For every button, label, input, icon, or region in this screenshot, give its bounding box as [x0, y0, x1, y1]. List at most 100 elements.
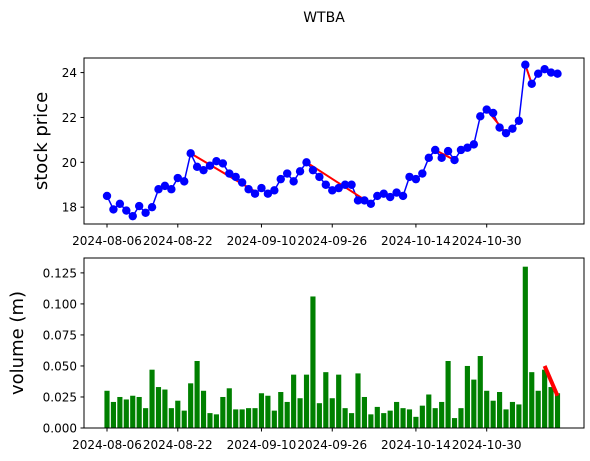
- price-point: [533, 69, 543, 78]
- price-point: [443, 146, 453, 156]
- price-point: [212, 156, 221, 166]
- volume-bar: [342, 408, 348, 428]
- price-point: [450, 155, 459, 165]
- volume-bar: [355, 373, 361, 428]
- price-point: [154, 185, 163, 194]
- price-point: [109, 205, 118, 214]
- volume-trend-segment: [542, 365, 560, 397]
- volume-y-ticks: 0.000 0.025 0.050 0.075 0.100 0.125: [43, 266, 84, 436]
- volume-bar: [522, 266, 528, 428]
- price-point: [360, 196, 369, 205]
- price-point: [160, 181, 170, 191]
- volume-bar: [348, 413, 355, 428]
- price-point: [431, 145, 440, 155]
- volume-bar: [458, 408, 464, 428]
- volume-bar: [181, 410, 187, 428]
- volume-bar: [220, 396, 226, 428]
- volume-bar: [381, 413, 387, 428]
- volume-x-tick-label: 2024-09-10: [227, 438, 297, 452]
- price-x-tick-label: 2024-10-30: [452, 234, 522, 248]
- volume-bar: [529, 372, 535, 428]
- volume-bar: [490, 400, 496, 428]
- volume-bar: [374, 406, 380, 428]
- price-point: [347, 180, 356, 189]
- price-y-ticks: 18 20 22 24: [62, 66, 84, 215]
- volume-bar: [400, 408, 406, 428]
- price-point: [476, 112, 485, 121]
- price-y-axis-label: stock price: [31, 92, 52, 190]
- volume-x-ticks: 2024-08-06 2024-08-22 2024-09-10 2024-09-26…: [72, 428, 522, 452]
- volume-y-tick-label: 0.050: [43, 359, 77, 373]
- price-point: [147, 202, 157, 212]
- volume-axes-frame: [83, 257, 585, 429]
- volume-bar: [464, 365, 470, 428]
- volume-y-tick-label: 0.025: [43, 390, 77, 404]
- figure-title: WTBA: [303, 10, 345, 26]
- price-point: [231, 172, 240, 182]
- volume-bar: [265, 395, 271, 428]
- volume-bar: [149, 369, 155, 428]
- volume-y-tick-label: 0.000: [43, 422, 77, 436]
- price-point: [334, 183, 343, 193]
- price-point: [328, 186, 337, 195]
- price-point: [418, 169, 427, 178]
- price-point: [398, 191, 408, 201]
- price-point: [392, 188, 401, 197]
- volume-bar: [503, 409, 509, 428]
- volume-bar: [329, 398, 335, 428]
- volume-bar: [278, 392, 284, 428]
- volume-x-tick-label: 2024-10-14: [381, 438, 451, 452]
- volume-bar: [200, 390, 207, 428]
- price-point: [495, 123, 504, 132]
- volume-bar: [188, 383, 194, 428]
- volume-bar: [239, 409, 245, 428]
- volume-bar: [226, 388, 232, 428]
- price-point: [373, 191, 382, 201]
- price-point: [167, 185, 176, 194]
- volume-bar: [516, 404, 522, 428]
- volume-bar: [387, 410, 393, 428]
- price-point: [302, 158, 311, 167]
- volume-x-tick-label: 2024-09-26: [297, 438, 367, 452]
- volume-bar: [439, 401, 445, 428]
- volume-bar: [451, 418, 458, 428]
- price-point: [508, 124, 517, 133]
- price-point: [353, 196, 363, 205]
- volume-bar: [252, 408, 258, 428]
- volume-y-tick-label: 0.100: [43, 297, 77, 311]
- volume-bar: [104, 390, 110, 428]
- volume-bar: [303, 374, 310, 428]
- volume-bar: [426, 394, 432, 428]
- price-point: [257, 183, 266, 193]
- price-y-tick-label: 22: [62, 111, 77, 125]
- price-point: [456, 145, 466, 155]
- price-point: [141, 208, 150, 217]
- price-point: [283, 169, 292, 178]
- price-point: [308, 165, 318, 175]
- volume-bar: [548, 387, 554, 428]
- volume-bar: [246, 408, 252, 428]
- price-point: [218, 159, 228, 168]
- price-point: [521, 60, 530, 69]
- volume-bar: [394, 401, 400, 428]
- price-point: [315, 172, 324, 182]
- volume-bar: [155, 387, 162, 428]
- volume-bar: [284, 401, 290, 428]
- volume-bar: [445, 360, 451, 428]
- price-marks: [102, 60, 562, 221]
- price-point: [192, 162, 202, 171]
- volume-bar: [554, 393, 561, 428]
- volume-bar: [143, 408, 149, 428]
- price-point: [186, 149, 195, 158]
- volume-bar: [471, 379, 477, 428]
- volume-bar: [316, 403, 322, 428]
- price-point: [540, 65, 549, 74]
- price-point: [173, 173, 182, 183]
- price-point: [199, 165, 208, 175]
- price-point: [263, 189, 273, 198]
- volume-bar: [258, 393, 265, 428]
- volume-x-tick-label: 2024-08-06: [72, 438, 142, 452]
- volume-bar: [207, 413, 213, 428]
